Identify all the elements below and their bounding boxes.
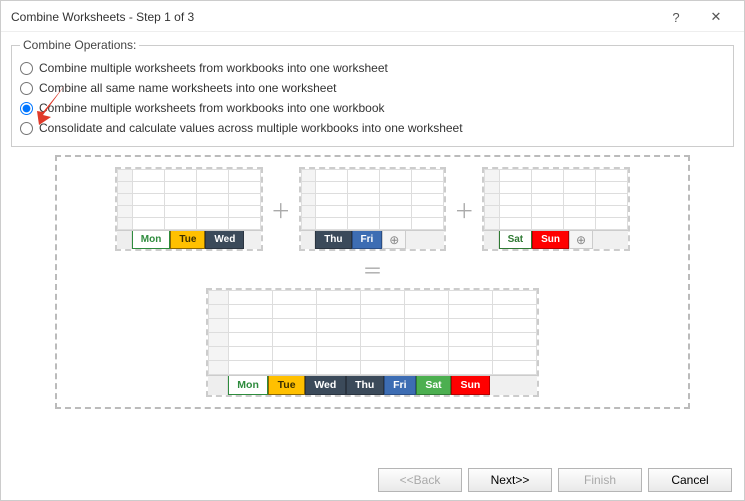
combine-operations-group: Combine Operations: Combine multiple wor… [11,38,734,147]
group-legend: Combine Operations: [20,38,139,52]
radio-2[interactable] [20,102,33,115]
sheet-tab: Sat [499,231,533,249]
option-label: Combine all same name worksheets into on… [39,81,336,95]
option-same-name-worksheets[interactable]: Combine all same name worksheets into on… [20,78,725,98]
add-sheet-icon: ⊕ [382,231,406,249]
back-button[interactable]: <<Back [378,468,462,492]
title-bar: Combine Worksheets - Step 1 of 3 ? ✕ [1,1,744,32]
option-label: Combine multiple worksheets from workboo… [39,101,385,115]
radio-3[interactable] [20,122,33,135]
sheet-tab: Sun [451,376,490,395]
result-workbook: MonTueWedThuFriSatSun [206,288,539,397]
close-button[interactable]: ✕ [696,7,736,27]
sheet-tab: Fri [384,376,416,395]
sheet-tab: Sat [416,376,451,395]
sheet-tab: Thu [346,376,384,395]
sheet-tab: Wed [305,376,346,395]
source-workbook-a: MonTueWed [115,167,262,251]
option-combine-into-one-workbook[interactable]: Combine multiple worksheets from workboo… [20,98,725,118]
wizard-buttons: <<Back Next>> Finish Cancel [378,468,732,492]
plus-icon: ＋ [267,195,295,224]
sheet-tab: Fri [352,231,383,249]
cancel-button[interactable]: Cancel [648,468,732,492]
equals-icon: ＝ [359,255,387,284]
radio-0[interactable] [20,62,33,75]
illustration-panel: MonTueWed ＋ ThuFri⊕ ＋ SatSun⊕ ＝ MonTueWe… [55,155,690,409]
sheet-tab: Tue [170,231,205,249]
help-button[interactable]: ? [656,7,696,27]
sheet-tab: Sun [532,231,569,249]
plus-icon: ＋ [450,195,478,224]
next-button[interactable]: Next>> [468,468,552,492]
option-combine-into-one-worksheet[interactable]: Combine multiple worksheets from workboo… [20,58,725,78]
add-sheet-icon: ⊕ [569,231,593,249]
sheet-tab: Mon [132,231,171,249]
sheet-tab: Mon [228,376,268,395]
window-title: Combine Worksheets - Step 1 of 3 [11,10,656,24]
sheet-tab: Thu [315,231,351,249]
option-label: Consolidate and calculate values across … [39,121,463,135]
source-workbook-c: SatSun⊕ [482,167,629,251]
option-label: Combine multiple worksheets from workboo… [39,61,388,75]
option-consolidate-calculate[interactable]: Consolidate and calculate values across … [20,118,725,138]
finish-button[interactable]: Finish [558,468,642,492]
sheet-tab: Wed [205,231,244,249]
sheet-tab: Tue [268,376,305,395]
source-workbook-b: ThuFri⊕ [299,167,446,251]
radio-1[interactable] [20,82,33,95]
